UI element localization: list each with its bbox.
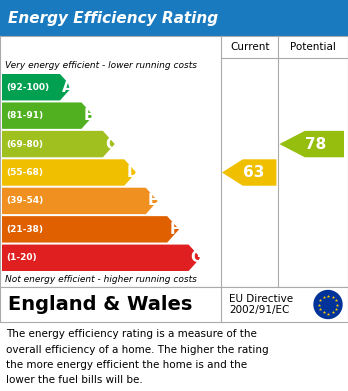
Text: Not energy efficient - higher running costs: Not energy efficient - higher running co… xyxy=(5,275,197,284)
Bar xyxy=(0,287,348,322)
Text: the more energy efficient the home is and the: the more energy efficient the home is an… xyxy=(6,360,247,370)
Text: EU Directive: EU Directive xyxy=(229,294,293,305)
Text: D: D xyxy=(126,165,139,180)
Polygon shape xyxy=(2,131,115,157)
Text: E: E xyxy=(148,194,158,208)
Text: (81-91): (81-91) xyxy=(6,111,43,120)
Text: A: A xyxy=(62,80,74,95)
Polygon shape xyxy=(2,159,136,186)
Text: (55-68): (55-68) xyxy=(6,168,43,177)
Polygon shape xyxy=(2,216,179,242)
Text: 2002/91/EC: 2002/91/EC xyxy=(229,305,289,316)
Bar xyxy=(0,0,348,36)
Circle shape xyxy=(314,291,342,319)
Text: G: G xyxy=(191,250,203,265)
Text: overall efficiency of a home. The higher the rating: overall efficiency of a home. The higher… xyxy=(6,344,269,355)
Text: England & Wales: England & Wales xyxy=(8,295,192,314)
Bar xyxy=(0,36,348,287)
Polygon shape xyxy=(222,159,276,186)
Text: F: F xyxy=(169,222,180,237)
Text: 78: 78 xyxy=(305,136,326,152)
Polygon shape xyxy=(2,102,93,129)
Polygon shape xyxy=(2,245,200,271)
Text: Current: Current xyxy=(230,42,269,52)
Text: 63: 63 xyxy=(243,165,264,180)
Text: C: C xyxy=(105,136,116,152)
Text: (1-20): (1-20) xyxy=(6,253,37,262)
Polygon shape xyxy=(279,131,344,157)
Text: (39-54): (39-54) xyxy=(6,196,43,205)
Text: (92-100): (92-100) xyxy=(6,83,49,92)
Polygon shape xyxy=(2,74,72,100)
Text: Very energy efficient - lower running costs: Very energy efficient - lower running co… xyxy=(5,61,197,70)
Text: Energy Efficiency Rating: Energy Efficiency Rating xyxy=(8,11,218,25)
Text: (69-80): (69-80) xyxy=(6,140,43,149)
Text: lower the fuel bills will be.: lower the fuel bills will be. xyxy=(6,375,143,385)
Text: The energy efficiency rating is a measure of the: The energy efficiency rating is a measur… xyxy=(6,329,257,339)
Text: (21-38): (21-38) xyxy=(6,225,43,234)
Text: B: B xyxy=(84,108,95,123)
Text: Potential: Potential xyxy=(290,42,336,52)
Polygon shape xyxy=(2,188,158,214)
